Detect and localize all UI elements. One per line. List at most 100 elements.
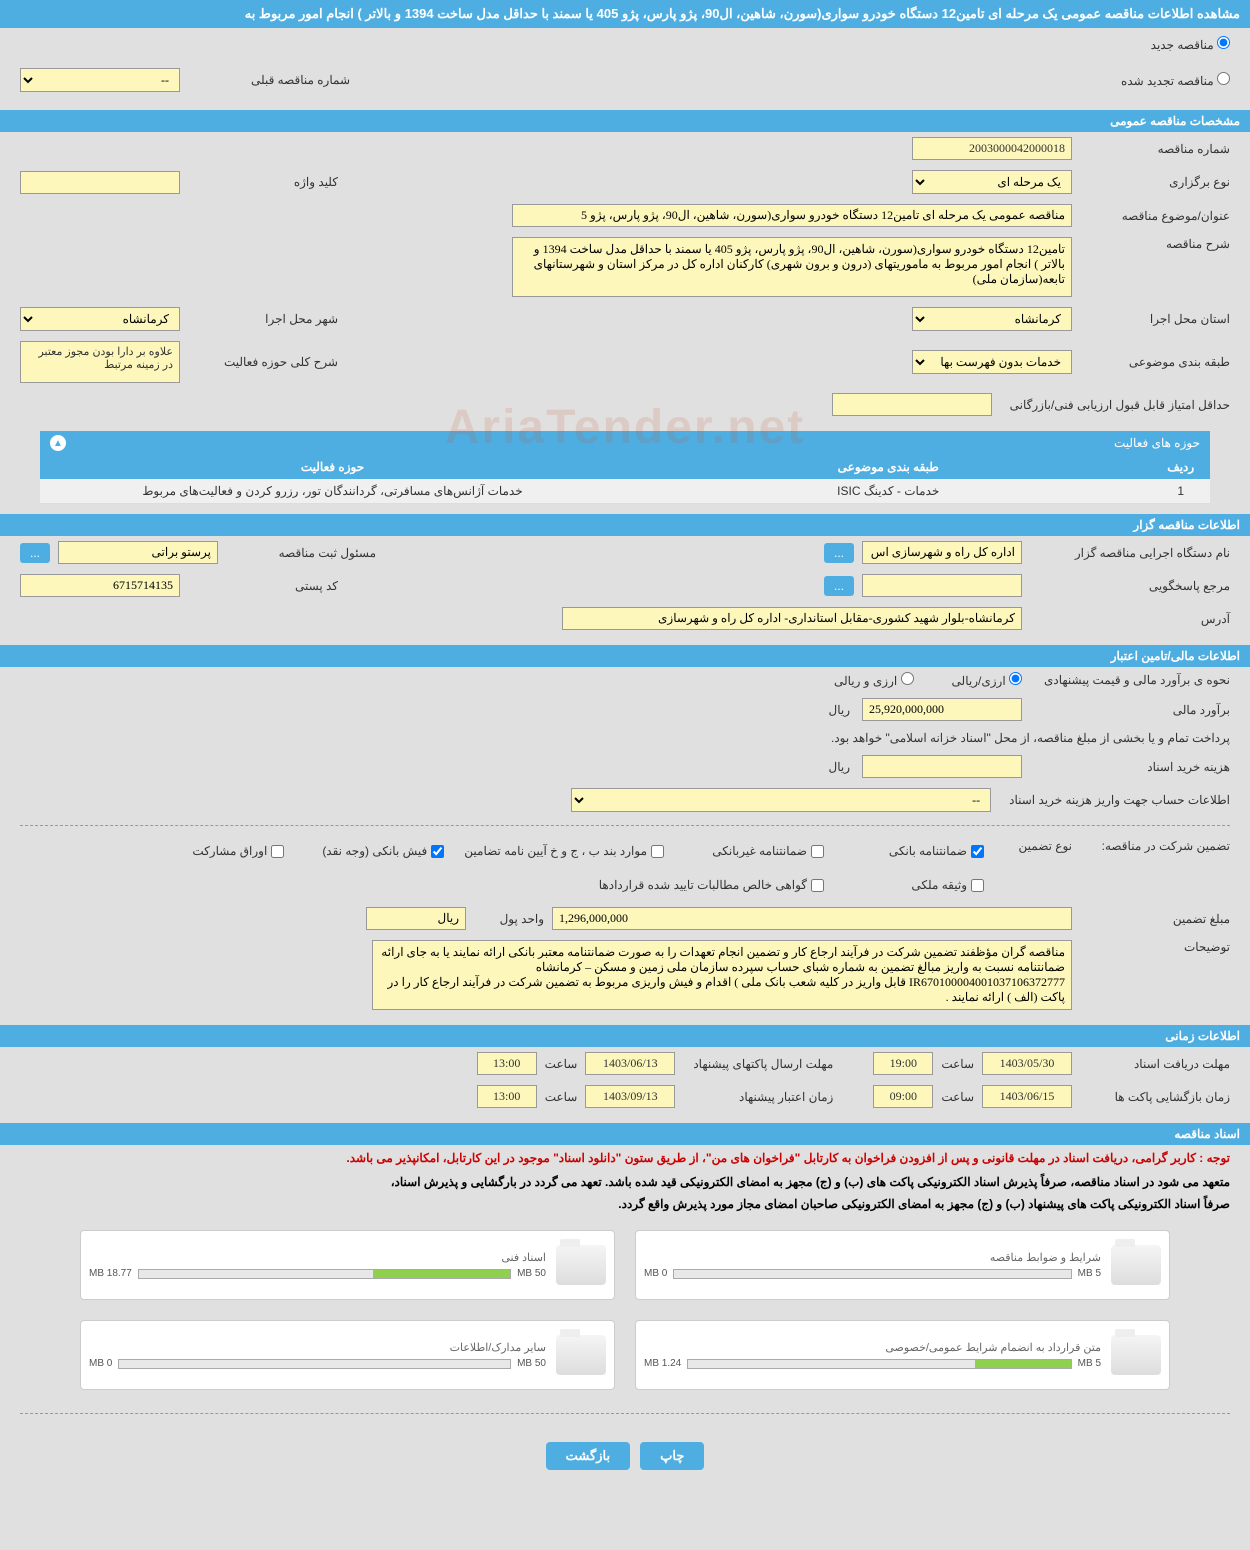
validity-time[interactable]: 13:00 xyxy=(477,1085,537,1108)
opening-time[interactable]: 09:00 xyxy=(873,1085,933,1108)
section-general: مشخصات مناقصه عمومی xyxy=(0,110,1250,132)
bid-deadline-date[interactable]: 1403/06/13 xyxy=(585,1052,675,1075)
exec-label: نام دستگاه اجرایی مناقصه گزار xyxy=(1030,546,1230,560)
ref-input[interactable] xyxy=(862,574,1022,597)
cb-bylaw[interactable]: موارد بند ب ، ج و خ آیین نامه تضامین xyxy=(464,844,664,858)
exec-browse-button[interactable]: ... xyxy=(824,543,854,563)
unit-input[interactable] xyxy=(366,907,466,930)
doc-title: اسناد فنی xyxy=(89,1251,546,1264)
separator-2 xyxy=(20,1413,1230,1414)
docfee-currency: ریال xyxy=(824,760,854,774)
postal-label: کد پستی xyxy=(188,579,338,593)
time-label4: ساعت xyxy=(545,1090,578,1104)
doc-box-1[interactable]: اسناد فنی 50 MB 18.77 MB xyxy=(80,1230,615,1300)
time-label3: ساعت xyxy=(941,1090,974,1104)
validity-date[interactable]: 1403/09/13 xyxy=(585,1085,675,1108)
province-label: استان محل اجرا xyxy=(1080,312,1230,326)
doc-deadline-label: مهلت دریافت اسناد xyxy=(1080,1057,1230,1071)
doc-box-3[interactable]: سایر مدارک/اطلاعات 50 MB 0 MB xyxy=(80,1320,615,1390)
opening-date[interactable]: 1403/06/15 xyxy=(982,1085,1072,1108)
tender-number: 2003000042000018 xyxy=(912,137,1072,160)
cb-cash[interactable]: فیش بانکی (وجه نقد) xyxy=(304,844,444,858)
ref-browse-button[interactable]: ... xyxy=(824,576,854,596)
radio-renewed-tender[interactable]: مناقصه تجدید شده xyxy=(1121,72,1230,88)
subject-input[interactable] xyxy=(512,204,1072,227)
bid-deadline-label: مهلت ارسال پاکتهای پیشنهاد xyxy=(683,1057,833,1071)
radio-new-tender[interactable]: مناقصه جدید xyxy=(1151,38,1230,52)
classify-select[interactable]: خدمات بدون فهرست بها xyxy=(912,350,1072,374)
reg-browse-button[interactable]: ... xyxy=(20,543,50,563)
doc-deadline-time[interactable]: 19:00 xyxy=(873,1052,933,1075)
doc-title: شرایط و ضوابط مناقصه xyxy=(644,1251,1101,1264)
cell-category: خدمات - کدینگ ISIC xyxy=(625,479,1152,504)
notes-textarea[interactable]: مناقصه گران مؤظفند تضمین شرکت در فرآیند … xyxy=(372,940,1072,1010)
tender-number-label: شماره مناقصه xyxy=(1080,142,1230,156)
folder-icon xyxy=(556,1245,606,1285)
doc-title: متن قرارداد به انضمام شرایط عمومی/خصوصی xyxy=(644,1341,1101,1354)
estimate-label: برآورد مالی xyxy=(1030,703,1230,717)
doc-used: 0 MB xyxy=(644,1268,667,1279)
desc-textarea[interactable]: تامین12 دستگاه خودرو سواری(سورن، شاهین، … xyxy=(512,237,1072,297)
accinfo-select[interactable]: -- xyxy=(571,788,991,812)
doc-bar xyxy=(687,1359,1071,1369)
doc-used: 18.77 MB xyxy=(89,1268,132,1279)
accinfo-label: اطلاعات حساب جهت واریز هزینه خرید اسناد xyxy=(999,793,1230,807)
back-button[interactable]: بازگشت xyxy=(546,1442,630,1470)
col-row: ردیف xyxy=(1152,455,1211,479)
radio-rial[interactable]: ارزی/ریالی xyxy=(952,672,1022,688)
docfee-input[interactable] xyxy=(862,755,1022,778)
minscore-input[interactable] xyxy=(832,393,992,416)
doc-total: 5 MB xyxy=(1078,1268,1101,1279)
section-organizer: اطلاعات مناقصه گزار xyxy=(0,514,1250,536)
prev-number-select[interactable]: -- xyxy=(20,68,180,92)
page-title: مشاهده اطلاعات مناقصه عمومی یک مرحله ای … xyxy=(0,0,1250,28)
radio-new-label: مناقصه جدید xyxy=(1151,38,1214,52)
city-label: شهر محل اجرا xyxy=(188,312,338,326)
doc-total: 50 MB xyxy=(517,1268,546,1279)
doc-box-2[interactable]: متن قرارداد به انضمام شرایط عمومی/خصوصی … xyxy=(635,1320,1170,1390)
note1: متعهد می شود در اسناد مناقصه، صرفاً پذیر… xyxy=(0,1171,1250,1193)
doc-used: 1.24 MB xyxy=(644,1358,681,1369)
cb-property[interactable]: وثیقه ملکی xyxy=(844,878,984,892)
radio-rial-label: ارزی/ریالی xyxy=(952,674,1006,688)
radio-mixed[interactable]: ارزی و ریالی xyxy=(834,672,914,688)
radio-renewed-input[interactable] xyxy=(1217,72,1230,85)
notes-label: توضیحات xyxy=(1080,940,1230,954)
time-label2: ساعت xyxy=(545,1057,578,1071)
gamount-input[interactable] xyxy=(552,907,1072,930)
doc-box-0[interactable]: شرایط و ضوابط مناقصه 5 MB 0 MB xyxy=(635,1230,1170,1300)
radio-mixed-input[interactable] xyxy=(901,672,914,685)
radio-new-input[interactable] xyxy=(1217,36,1230,49)
gamount-label: مبلغ تضمین xyxy=(1080,912,1230,926)
cb-bank[interactable]: ضمانتنامه بانکی xyxy=(844,844,984,858)
doc-deadline-date[interactable]: 1403/05/30 xyxy=(982,1052,1072,1075)
reg-input[interactable] xyxy=(58,541,218,564)
doc-total: 5 MB xyxy=(1078,1358,1101,1369)
cell-n: 1 xyxy=(1152,479,1211,504)
doc-bar xyxy=(138,1269,511,1279)
doc-used: 0 MB xyxy=(89,1358,112,1369)
province-select[interactable]: کرمانشاه xyxy=(912,307,1072,331)
collapse-icon[interactable]: ▲ xyxy=(50,435,66,451)
opening-label: زمان بازگشایی پاکت ها xyxy=(1080,1090,1230,1104)
type-select[interactable]: یک مرحله ای xyxy=(912,170,1072,194)
scope-select[interactable]: علاوه بر دارا بودن مجوز معتبر در زمینه م… xyxy=(20,341,180,383)
payment-note: پرداخت تمام و یا بخشی از مبلغ مناقصه، از… xyxy=(831,731,1230,745)
col-category: طبقه بندی موضوعی xyxy=(625,455,1152,479)
separator xyxy=(20,825,1230,826)
bid-deadline-time[interactable]: 13:00 xyxy=(477,1052,537,1075)
activity-title: حوزه های فعالیت xyxy=(1114,436,1200,450)
radio-rial-input[interactable] xyxy=(1009,672,1022,685)
estimate-input[interactable] xyxy=(862,698,1022,721)
city-select[interactable]: کرمانشاه xyxy=(20,307,180,331)
cb-netclaims[interactable]: گواهی خالص مطالبات تایید شده قراردادها xyxy=(564,878,824,892)
address-input[interactable] xyxy=(562,607,1022,630)
cb-nonbank[interactable]: ضمانتنامه غیربانکی xyxy=(684,844,824,858)
postal-input[interactable] xyxy=(20,574,180,597)
exec-input[interactable] xyxy=(862,541,1022,564)
keyword-input[interactable] xyxy=(20,171,180,194)
cb-stock[interactable]: اوراق مشارکت xyxy=(144,844,284,858)
print-button[interactable]: چاپ xyxy=(640,1442,704,1470)
docs-grid: شرایط و ضوابط مناقصه 5 MB 0 MB اسناد فنی… xyxy=(0,1215,1250,1405)
guarantee-type-label: نوع تضمین xyxy=(992,839,1072,853)
